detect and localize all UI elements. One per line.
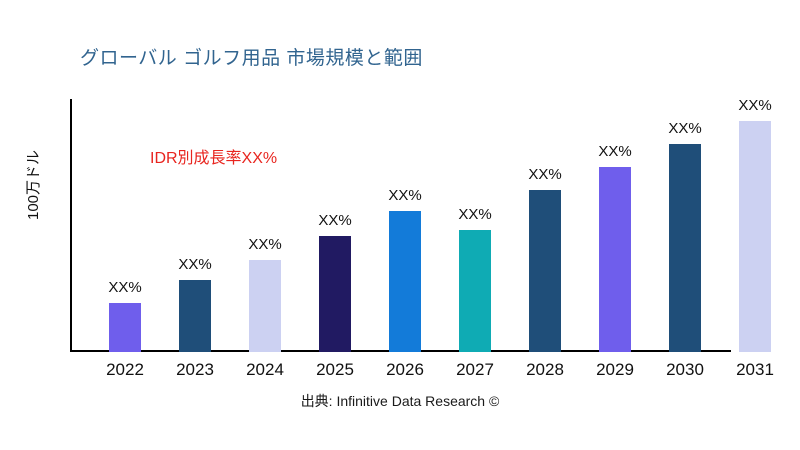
y-axis-label: 100万ドル	[25, 149, 42, 221]
x-tick-2022: 2022	[106, 360, 144, 379]
bar-value-label-2031: XX%	[738, 97, 772, 114]
bar-2026	[389, 211, 421, 352]
bar-2023	[179, 280, 211, 352]
x-tick-2031: 2031	[736, 360, 774, 379]
bar-2027	[459, 230, 491, 352]
bar-2028	[529, 190, 561, 352]
source-credit: 出典: Infinitive Data Research ©	[300, 393, 500, 409]
growth-rate-annotation: IDR別成長率XX%	[150, 150, 278, 167]
bar-value-label-2028: XX%	[528, 166, 562, 183]
x-tick-2028: 2028	[526, 360, 564, 379]
bar-2022	[109, 303, 141, 352]
bar-2030	[669, 144, 701, 352]
bar-2029	[599, 167, 631, 352]
bar-value-label-2029: XX%	[598, 143, 632, 160]
x-tick-2027: 2027	[456, 360, 494, 379]
bar-value-label-2030: XX%	[668, 120, 702, 137]
x-tick-2030: 2030	[666, 360, 704, 379]
x-tick-2029: 2029	[596, 360, 634, 379]
x-tick-2025: 2025	[316, 360, 354, 379]
bar-2024	[249, 260, 281, 352]
plot-area: XX% 2022 XX% 2023 XX% 2024 XX% 2025 XX% 2026 XX% 20…	[70, 97, 776, 379]
bar-2031	[739, 121, 771, 352]
bar-value-label-2025: XX%	[318, 212, 352, 229]
x-tick-2026: 2026	[386, 360, 424, 379]
bar-value-label-2027: XX%	[458, 206, 492, 223]
y-axis-line	[70, 99, 72, 352]
bar-value-label-2024: XX%	[248, 236, 282, 253]
bar-value-label-2022: XX%	[108, 279, 142, 296]
bar-value-label-2026: XX%	[388, 187, 422, 204]
chart-title: グローバル ゴルフ用品 市場規模と範囲	[80, 48, 423, 69]
bar-2025	[319, 236, 351, 352]
bar-value-label-2023: XX%	[178, 256, 212, 273]
x-tick-2024: 2024	[246, 360, 284, 379]
x-tick-2023: 2023	[176, 360, 214, 379]
